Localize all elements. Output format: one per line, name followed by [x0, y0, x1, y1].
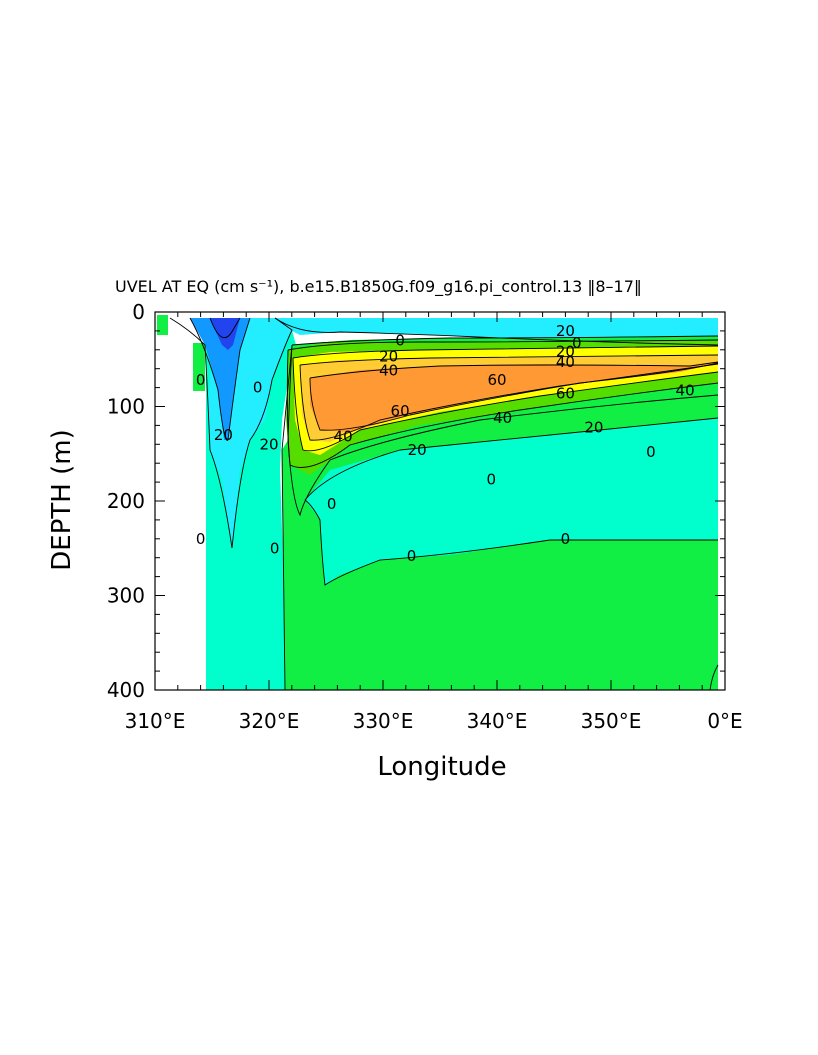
- contour-label: 0: [196, 371, 206, 389]
- contour-line-0-west: [169, 317, 293, 549]
- contour-label: 20: [259, 435, 278, 453]
- contour-label: 20: [379, 347, 398, 365]
- contour-label: 0: [572, 334, 582, 352]
- contour-label: 60: [487, 371, 506, 389]
- y-tick-label: 400: [107, 678, 145, 702]
- contour-label: 0: [270, 539, 280, 557]
- x-axis-ticks: 310°E 320°E 330°E 340°E 350°E 0°E: [125, 312, 743, 733]
- chart-title-text: UVEL AT EQ (cm s⁻¹), b.e15.B1850G.f09_g1…: [115, 277, 642, 297]
- contour-label: 0: [561, 530, 571, 548]
- x-tick-label: 0°E: [707, 709, 742, 733]
- contour-line-neg-40: [209, 317, 241, 339]
- y-tick-label: 100: [107, 395, 145, 419]
- fill-zone-neg-40: [210, 318, 240, 350]
- contour-label: 40: [493, 409, 512, 427]
- contour-label: 20: [556, 343, 575, 361]
- contour-label: 40: [334, 428, 353, 446]
- contour-label: 60: [556, 384, 575, 402]
- fill-zone-west-cyan: [168, 318, 292, 548]
- contour-label: 20: [408, 441, 427, 459]
- contour-line-60-lower: [292, 357, 719, 452]
- contour-line-0-band-upper: [304, 417, 719, 501]
- contour-label: 60: [391, 402, 410, 420]
- contour-label: 0: [253, 379, 263, 397]
- x-tick-label: 330°E: [353, 709, 414, 733]
- x-tick-label: 340°E: [467, 709, 528, 733]
- contour-line-80: [299, 354, 719, 441]
- contour-line-20-shell: [291, 335, 719, 346]
- contour-label: 40: [556, 353, 575, 371]
- contour-label: 40: [676, 381, 695, 399]
- x-tick-label: 320°E: [239, 709, 300, 733]
- land-mask-west-lower: [193, 391, 206, 690]
- contour-line-0-surface: [274, 317, 719, 346]
- fill-zone-neg-20: [190, 318, 250, 440]
- fill-zone-west-green-top: [157, 315, 168, 335]
- x-tick-label: 350°E: [581, 709, 642, 733]
- contour-label: 0: [327, 495, 337, 513]
- y-axis-title: DEPTH (m): [47, 429, 77, 570]
- y-tick-label: 0: [132, 300, 145, 324]
- contour-line-0-deep-west: [281, 344, 293, 690]
- x-axis-title: Longitude: [377, 752, 506, 782]
- contour-label: 0: [395, 331, 405, 349]
- contour-label: 0: [196, 530, 206, 548]
- y-tick-label: 200: [107, 489, 145, 513]
- contour-label: 0: [646, 443, 656, 461]
- fill-zone-west-green-mid: [193, 343, 205, 391]
- contour-lines: [169, 317, 719, 690]
- contour-label: 0: [487, 470, 497, 488]
- contour-line-0-band-lower: [304, 499, 718, 586]
- contour-line-100: [309, 361, 719, 431]
- land-mask-west: [157, 335, 193, 690]
- fill-zone-0-20-band: [305, 418, 718, 585]
- y-tick-label: 300: [107, 584, 145, 608]
- contour-label: 20: [556, 322, 575, 340]
- contour-label: 20: [214, 426, 233, 444]
- contour-label: 0: [407, 547, 417, 565]
- chart-title: UVEL AT EQ (cm s⁻¹), b.e15.B1850G.f09_g1…: [115, 277, 642, 297]
- contour-line-40-upper: [287, 339, 719, 351]
- contour-fills: [157, 312, 725, 690]
- x-tick-label: 310°E: [125, 709, 186, 733]
- contour-line-40-lower: [286, 349, 719, 468]
- contour-line-0-east-corner: [709, 664, 719, 690]
- contour-label: 20: [584, 418, 603, 436]
- contour-line-60-upper: [292, 345, 719, 359]
- contour-label: 40: [379, 362, 398, 380]
